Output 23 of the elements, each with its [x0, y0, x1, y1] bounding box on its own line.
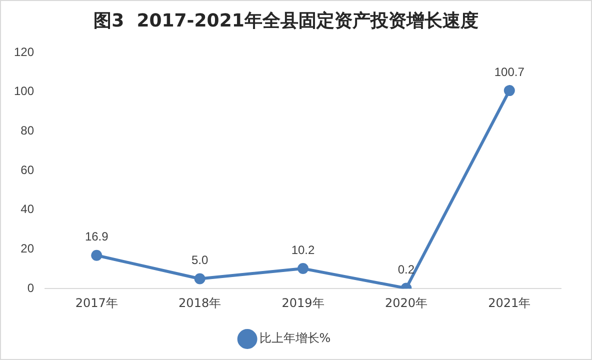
x-tick-label: 2021年	[488, 296, 531, 310]
text: 0.2	[398, 262, 415, 277]
text: 100.7	[494, 64, 524, 79]
text: 10.2	[291, 242, 315, 257]
x-tick-label: 2018年	[178, 296, 222, 310]
point	[91, 250, 102, 261]
point	[194, 273, 206, 284]
chart-title: 图3 2017-2021年全县固定资产投资增长速度	[94, 10, 478, 32]
y-tick-label: 40	[20, 202, 34, 216]
x-tick-label: 2019年	[282, 296, 324, 310]
text: 5.0	[191, 253, 208, 268]
y-tick-label: 20	[20, 242, 34, 256]
y-tick-label: 120	[14, 44, 34, 59]
legend-label: 比上年增长%	[259, 331, 331, 346]
y-tick-label: 80	[20, 124, 34, 138]
point	[298, 263, 309, 274]
y-tick-label: 60	[20, 162, 34, 177]
x-tick-label: 2020年	[384, 296, 428, 310]
text: 16.9	[84, 230, 108, 244]
y-tick-label: 100	[14, 84, 34, 98]
y-tick-label: 0	[27, 280, 34, 295]
point	[504, 85, 515, 96]
x-tick-label: 2017年	[75, 296, 118, 310]
